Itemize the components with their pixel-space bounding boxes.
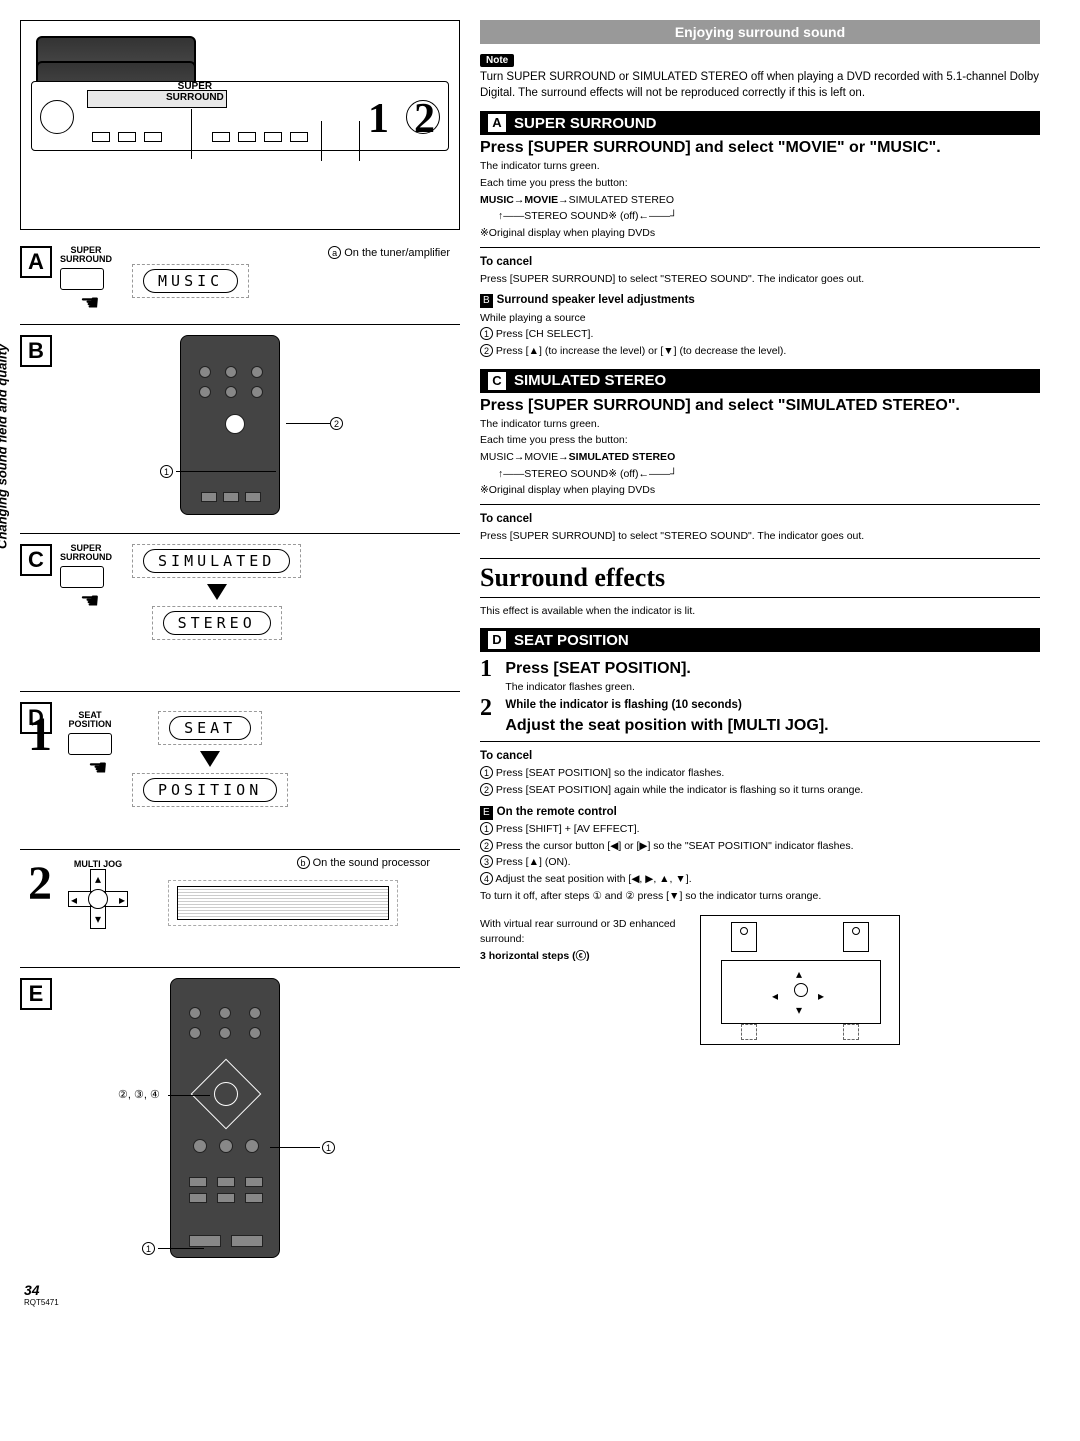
C-seq3: ※Original display when playing DVDs xyxy=(480,483,1040,498)
multi-jog-illustration: MULTI JOG ▴ ▾ ◂ ▸ xyxy=(68,860,128,929)
seat-position-button-illustration: SEAT POSITION ☚ xyxy=(68,711,112,807)
remote-illustration-E xyxy=(170,978,280,1258)
diag-label1: With virtual rear surround or 3D enhance… xyxy=(480,917,680,946)
C-line2: Each time you press the button: xyxy=(480,433,1040,448)
lcd-position: POSITION xyxy=(132,773,288,807)
B-line1: While playing a source xyxy=(480,311,1040,326)
display-annotation-a: a On the tuner/amplifier xyxy=(328,246,450,259)
annot-E1: 1 xyxy=(322,1141,335,1154)
E-heading: EOn the remote control xyxy=(480,804,1040,820)
super-surround-button-illustration: SUPER SURROUND ☚ xyxy=(60,246,112,316)
note-badge: Note xyxy=(480,54,514,67)
B-step2: 2 Press [▲] (to increase the level) or [… xyxy=(480,344,1040,359)
letter-B: B xyxy=(20,335,52,367)
lcd-stereo: STEREO xyxy=(152,606,282,640)
diag-label2: 3 horizontal steps (ⓒ) xyxy=(480,949,680,964)
B-heading: BSurround speaker level adjustments xyxy=(480,292,1040,308)
note-text: Turn SUPER SURROUND or SIMULATED STEREO … xyxy=(480,69,1040,101)
surround-effects-title: Surround effects xyxy=(480,558,1040,598)
E-off: To turn it off, after steps ① and ② pres… xyxy=(480,889,1040,904)
doc-code: RQT5471 xyxy=(24,1298,1080,1307)
C-cancel-h: To cancel xyxy=(480,511,1040,527)
A-line2: Each time you press the button: xyxy=(480,176,1040,191)
annot-2: 2 xyxy=(330,417,343,430)
E-1: 1 Press [SHIFT] + [AV EFFECT]. xyxy=(480,822,1040,837)
display-annotation-b: b On the sound processor xyxy=(297,856,430,869)
right-column: Enjoying surround sound Note Turn SUPER … xyxy=(480,20,1040,1268)
A-seq3: ※Original display when playing DVDs xyxy=(480,226,1040,241)
section-B-left: B 1 2 xyxy=(20,324,460,525)
D-cancel-2: 2 Press [SEAT POSITION] again while the … xyxy=(480,783,1040,798)
header-enjoying: Enjoying surround sound xyxy=(480,20,1040,44)
letter-C: C xyxy=(20,544,52,576)
A-cancel-t: Press [SUPER SURROUND] to select "STEREO… xyxy=(480,272,1040,287)
annot-E1b: 1 xyxy=(142,1242,155,1255)
D-cancel-h: To cancel xyxy=(480,748,1040,764)
arrow-down-icon xyxy=(200,751,220,767)
D-step2: 2 While the indicator is flashing (10 se… xyxy=(480,695,1040,735)
arrow-down-icon xyxy=(207,584,227,600)
letter-E: E xyxy=(20,978,52,1010)
device-box: SUPER SURROUND 1 2 xyxy=(20,20,460,230)
E-2: 2 Press the cursor button [◀] or [▶] so … xyxy=(480,839,1040,854)
sound-processor-display xyxy=(168,880,398,926)
pointer-2: 2 xyxy=(414,95,435,143)
heading-C: CSIMULATED STEREO xyxy=(480,369,1040,393)
E-4: 4 Adjust the seat position with [◀, ▶, ▲… xyxy=(480,872,1040,887)
A-cancel-h: To cancel xyxy=(480,254,1040,270)
B-step1: 1 Press [CH SELECT]. xyxy=(480,327,1040,342)
pointer-1: 1 xyxy=(368,95,389,143)
letter-A: A xyxy=(20,246,52,278)
heading-D: DSEAT POSITION xyxy=(480,628,1040,652)
instruction-C: Press [SUPER SURROUND] and select "SIMUL… xyxy=(480,397,1040,415)
super-surround-button-illustration-C: SUPER SURROUND ☚ xyxy=(60,544,112,640)
C-line1: The indicator turns green. xyxy=(480,417,1040,432)
step-num-2: 2 xyxy=(20,860,60,908)
hand-icon: ☚ xyxy=(80,290,112,316)
page-number: 34 xyxy=(24,1282,1080,1298)
C-cancel-t: Press [SUPER SURROUND] to select "STEREO… xyxy=(480,529,1040,544)
annot-234: ②, ③, ④ xyxy=(118,1088,160,1101)
page-footer: 34 RQT5471 xyxy=(0,1282,1080,1307)
section-E-left: E xyxy=(20,967,460,1268)
D-cancel-1: 1 Press [SEAT POSITION] so the indicator… xyxy=(480,766,1040,781)
super-surround-label: SUPER SURROUND xyxy=(166,81,224,103)
D-step1: 1 Press [SEAT POSITION]. The indicator f… xyxy=(480,656,1040,695)
section-D-step1: 1 SEAT POSITION ☚ SEAT POSITION xyxy=(20,701,460,841)
seat-diagram-row: With virtual rear surround or 3D enhance… xyxy=(480,915,1040,1045)
annot-1: 1 xyxy=(160,465,173,478)
hand-icon: ☚ xyxy=(80,588,112,614)
side-label: Changing sound field and quality xyxy=(0,344,10,549)
A-line1: The indicator turns green. xyxy=(480,159,1040,174)
seat-diagram: ◂ ▸ ▴ ▾ xyxy=(700,915,900,1045)
A-seq: MUSIC→MOVIE→SIMULATED STEREO xyxy=(480,193,1040,208)
lcd-simulated: SIMULATED xyxy=(132,544,301,578)
C-seq: MUSIC→MOVIE→SIMULATED STEREO xyxy=(480,450,1040,465)
remote-illustration-B xyxy=(180,335,280,515)
section-C-left: C SUPER SURROUND ☚ SIMULATED STEREO xyxy=(20,533,460,683)
heading-A: ASUPER SURROUND xyxy=(480,111,1040,135)
effects-sub: This effect is available when the indica… xyxy=(480,604,1040,619)
step-num-1: 1 xyxy=(20,711,60,759)
left-column: Changing sound field and quality xyxy=(20,20,460,1268)
A-seq2: ↑——STEREO SOUND※ (off)←——┘ xyxy=(480,209,1040,224)
section-D-step2: 2 MULTI JOG ▴ ▾ ◂ ▸ b xyxy=(20,849,460,959)
section-A-left: A SUPER SURROUND ☚ a On the tuner/amplif… xyxy=(20,236,460,316)
C-seq2: ↑——STEREO SOUND※ (off)←——┘ xyxy=(480,467,1040,482)
E-3: 3 Press [▲] (ON). xyxy=(480,855,1040,870)
instruction-A: Press [SUPER SURROUND] and select "MOVIE… xyxy=(480,139,1040,157)
lcd-music: MUSIC xyxy=(132,264,249,298)
lcd-seat: SEAT xyxy=(158,711,262,745)
hand-icon: ☚ xyxy=(88,755,112,781)
